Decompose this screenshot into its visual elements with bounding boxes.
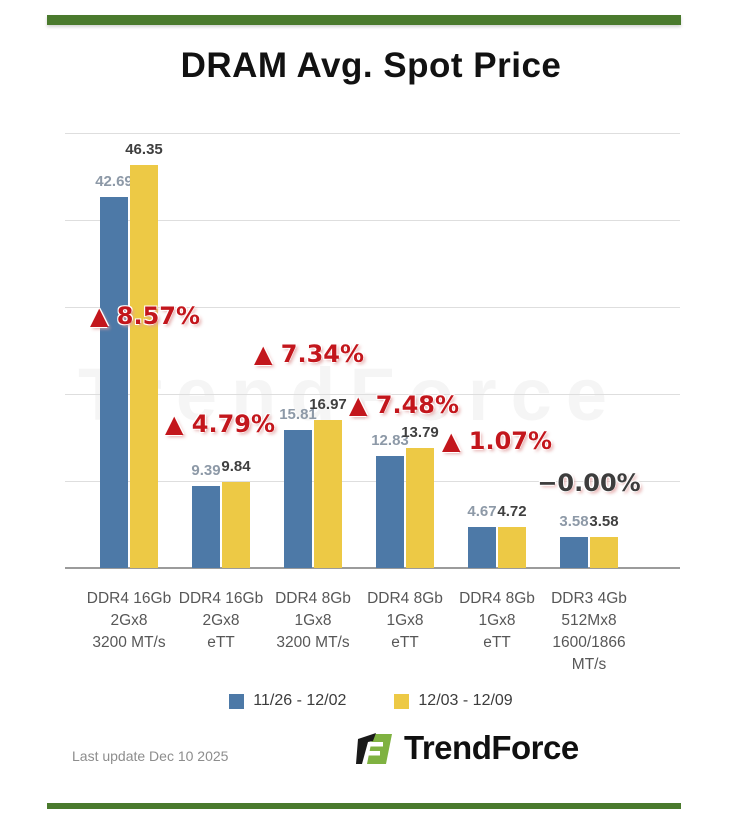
value-label: 13.79 [401, 424, 439, 442]
change-annotation-5: ▲ 1.07% [441, 427, 553, 455]
gridline [65, 220, 680, 221]
legend-item-week2: 12/03 - 12/09 [394, 692, 513, 710]
gridline [65, 481, 680, 482]
change-annotation-6: −0.00% [537, 469, 641, 497]
bottom-accent-bar [47, 803, 681, 809]
category-label: DDR4 16Gb 2Gx8 3200 MT/s [86, 590, 172, 651]
bar-11261202-g4 [376, 456, 404, 568]
value-label: 9.84 [221, 458, 251, 476]
value-label: 42.69 [95, 172, 133, 190]
legend-swatch-week1 [229, 693, 245, 709]
bar-11261202-g2 [192, 486, 220, 568]
bar-12031209-g6 [590, 536, 618, 568]
bar-11261202-g3 [284, 430, 312, 568]
bar-12031209-g1 [130, 164, 158, 568]
brand-name: TrendForce [404, 729, 579, 766]
x-axis-line [65, 567, 680, 569]
value-label: 4.67 [467, 503, 497, 521]
change-annotation-3: ▲ 7.34% [253, 340, 365, 368]
bar-11261202-g5 [468, 527, 496, 568]
page-title: DRAM Avg. Spot Price [180, 46, 562, 85]
bar-11261202-g6 [560, 536, 588, 568]
legend: 11/26 - 12/02 12/03 - 12/09 [0, 692, 742, 710]
value-label: 9.39 [191, 462, 221, 480]
bar-12031209-g4 [406, 448, 434, 568]
change-annotation-1: ▲ 8.57% [89, 302, 201, 330]
bar-12031209-g3 [314, 420, 342, 568]
bar-12031209-g5 [498, 526, 526, 568]
brand: TrendForce [356, 729, 579, 767]
gridline [65, 394, 680, 395]
category-label: DDR4 16Gb 2Gx8 eTT [178, 590, 264, 651]
value-label: 16.97 [309, 396, 347, 414]
last-update-note: Last update Dec 10 2025 [72, 748, 229, 764]
value-label: 4.72 [497, 502, 527, 520]
top-accent-bar [47, 15, 681, 25]
legend-label-week1: 11/26 - 12/02 [253, 692, 347, 709]
value-label: 3.58 [559, 512, 589, 530]
legend-swatch-week2 [394, 693, 410, 709]
value-label: 46.35 [125, 140, 163, 158]
change-annotation-4: ▲ 7.48% [348, 391, 460, 419]
change-annotation-2: ▲ 4.79% [164, 410, 276, 438]
gridline [65, 307, 680, 308]
category-label: DDR4 8Gb 1Gx8 eTT [459, 590, 535, 651]
value-label: 15.81 [279, 406, 317, 424]
trendforce-logo-icon [356, 733, 392, 764]
category-label: DDR4 8Gb 1Gx8 3200 MT/s [275, 590, 351, 651]
gridline [65, 133, 680, 134]
category-label: DDR4 8Gb 1Gx8 eTT [367, 590, 443, 651]
bar-11261202-g1 [100, 196, 128, 568]
category-label: DDR3 4Gb 512Mx8 1600/1866 MT/s [551, 590, 627, 673]
value-label: 3.58 [589, 512, 619, 530]
legend-item-week1: 11/26 - 12/02 [229, 692, 346, 710]
legend-label-week2: 12/03 - 12/09 [418, 692, 513, 709]
bar-12031209-g2 [222, 482, 250, 568]
value-label: 12.83 [371, 432, 409, 450]
